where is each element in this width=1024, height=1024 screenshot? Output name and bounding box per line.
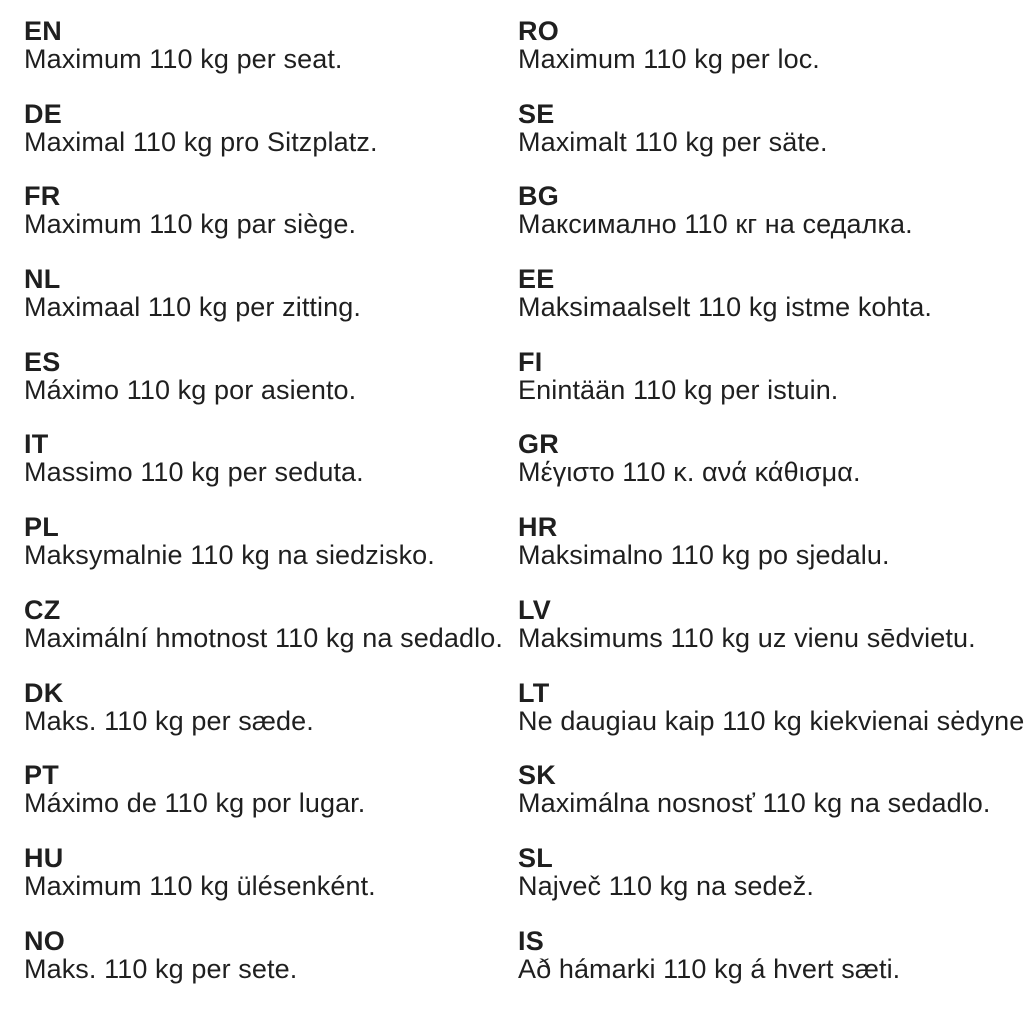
language-block-fi: FI Enintään 110 kg per istuin. — [518, 348, 1024, 431]
translation-text: Enintään 110 kg per istuin. — [518, 374, 839, 405]
language-code-label: RO — [518, 16, 559, 46]
language-block-fr: FR Maximum 110 kg par siège. — [24, 182, 518, 265]
language-code-label: SE — [518, 98, 555, 129]
left-column: EN Maximum 110 kg per seat. DE Maximal 1… — [24, 17, 518, 1024]
language-block-pt: PT Máximo de 110 kg por lugar. — [24, 761, 518, 844]
translation-text: Maks. 110 kg per sete. — [24, 953, 298, 984]
language-code-label: LV — [518, 594, 551, 625]
language-block-hu: HU Maximum 110 kg ülésenként. — [24, 844, 518, 927]
language-code-label: PL — [24, 512, 59, 543]
translation-text: Maksimalno 110 kg po sjedalu. — [518, 540, 890, 571]
translation-text: Največ 110 kg na sedež. — [518, 870, 814, 901]
language-block-is: IS Að hámarki 110 kg á hvert sæti. — [518, 927, 1024, 1010]
language-code-label: PT — [24, 760, 59, 791]
language-block-ro: RO Maximum 110 kg per loc. — [518, 17, 1024, 100]
language-code-label: FR — [24, 181, 61, 212]
language-block-gr: GR Μέγιστο 110 κ. ανά κάθισμα. — [518, 430, 1024, 513]
right-column: RO Maximum 110 kg per loc. SE Maximalt 1… — [518, 17, 1024, 1024]
translation-text: Maximum 110 kg per loc. — [518, 44, 820, 74]
language-block-en: EN Maximum 110 kg per seat. — [24, 17, 518, 100]
language-code-label: EN — [24, 16, 62, 46]
language-code-label: BG — [518, 181, 559, 212]
language-block-dk: DK Maks. 110 kg per sæde. — [24, 679, 518, 762]
language-block-cz: CZ Maximální hmotnost 110 kg na sedadlo. — [24, 596, 518, 679]
language-block-ee: EE Maksimaalselt 110 kg istme kohta. — [518, 265, 1024, 348]
language-block-de: DE Maximal 110 kg pro Sitzplatz. — [24, 100, 518, 183]
language-block-sk: SK Maximálna nosnosť 110 kg na sedadlo. — [518, 761, 1024, 844]
language-code-label: SL — [518, 842, 553, 873]
language-code-label: DE — [24, 98, 62, 129]
language-block-sl: SL Največ 110 kg na sedež. — [518, 844, 1024, 927]
language-code-label: LT — [518, 677, 550, 708]
language-block-lt: LT Ne daugiau kaip 110 kg kiekvienai sėd… — [518, 679, 1024, 762]
language-block-bg: BG Максимално 110 кг на седалка. — [518, 182, 1024, 265]
translation-text: Ne daugiau kaip 110 kg kiekvienai sėdyne… — [518, 705, 1024, 736]
translation-text: Maks. 110 kg per sæde. — [24, 705, 314, 736]
language-code-label: NL — [24, 264, 61, 295]
language-code-label: CZ — [24, 594, 61, 625]
language-code-label: EE — [518, 264, 555, 295]
translation-text: Maximal 110 kg pro Sitzplatz. — [24, 126, 378, 157]
language-code-label: FI — [518, 346, 543, 377]
language-code-label: HR — [518, 512, 558, 543]
language-code-label: DK — [24, 677, 64, 708]
language-block-pl: PL Maksymalnie 110 kg na siedzisko. — [24, 513, 518, 596]
language-block-hr: HR Maksimalno 110 kg po sjedalu. — [518, 513, 1024, 596]
language-code-label: IS — [518, 925, 544, 956]
language-code-label: SK — [518, 760, 556, 791]
translation-text: Maximalt 110 kg per säte. — [518, 126, 828, 157]
language-block-lv: LV Maksimums 110 kg uz vienu sēdvietu. — [518, 596, 1024, 679]
translation-text: Maximum 110 kg par siège. — [24, 209, 357, 240]
translation-text: Maximum 110 kg per seat. — [24, 44, 343, 74]
language-block-no: NO Maks. 110 kg per sete. — [24, 927, 518, 1010]
language-block-es: ES Máximo 110 kg por asiento. — [24, 348, 518, 431]
language-code-label: ES — [24, 346, 61, 377]
translation-text: Maximálna nosnosť 110 kg na sedadlo. — [518, 788, 991, 819]
translation-text: Máximo 110 kg por asiento. — [24, 374, 357, 405]
language-code-label: NO — [24, 925, 65, 956]
translation-text: Maximální hmotnost 110 kg na sedadlo. — [24, 622, 503, 653]
translation-text: Maximaal 110 kg per zitting. — [24, 292, 361, 323]
translation-text: Максимално 110 кг на седалка. — [518, 209, 913, 240]
language-code-label: GR — [518, 429, 559, 460]
translation-text: Máximo de 110 kg por lugar. — [24, 788, 366, 819]
translation-text: Maksimums 110 kg uz vienu sēdvietu. — [518, 622, 976, 653]
language-code-label: IT — [24, 429, 49, 460]
translation-text: Maximum 110 kg ülésenként. — [24, 870, 376, 901]
language-block-it: IT Massimo 110 kg per seduta. — [24, 430, 518, 513]
language-code-label: HU — [24, 842, 64, 873]
translation-text: Maksimaalselt 110 kg istme kohta. — [518, 292, 932, 323]
language-block-nl: NL Maximaal 110 kg per zitting. — [24, 265, 518, 348]
translation-text: Maksymalnie 110 kg na siedzisko. — [24, 540, 435, 571]
translation-text: Að hámarki 110 kg á hvert sæti. — [518, 953, 901, 984]
translation-text: Μέγιστο 110 κ. ανά κάθισμα. — [518, 457, 861, 488]
language-block-se: SE Maximalt 110 kg per säte. — [518, 100, 1024, 183]
translation-text: Massimo 110 kg per seduta. — [24, 457, 364, 488]
